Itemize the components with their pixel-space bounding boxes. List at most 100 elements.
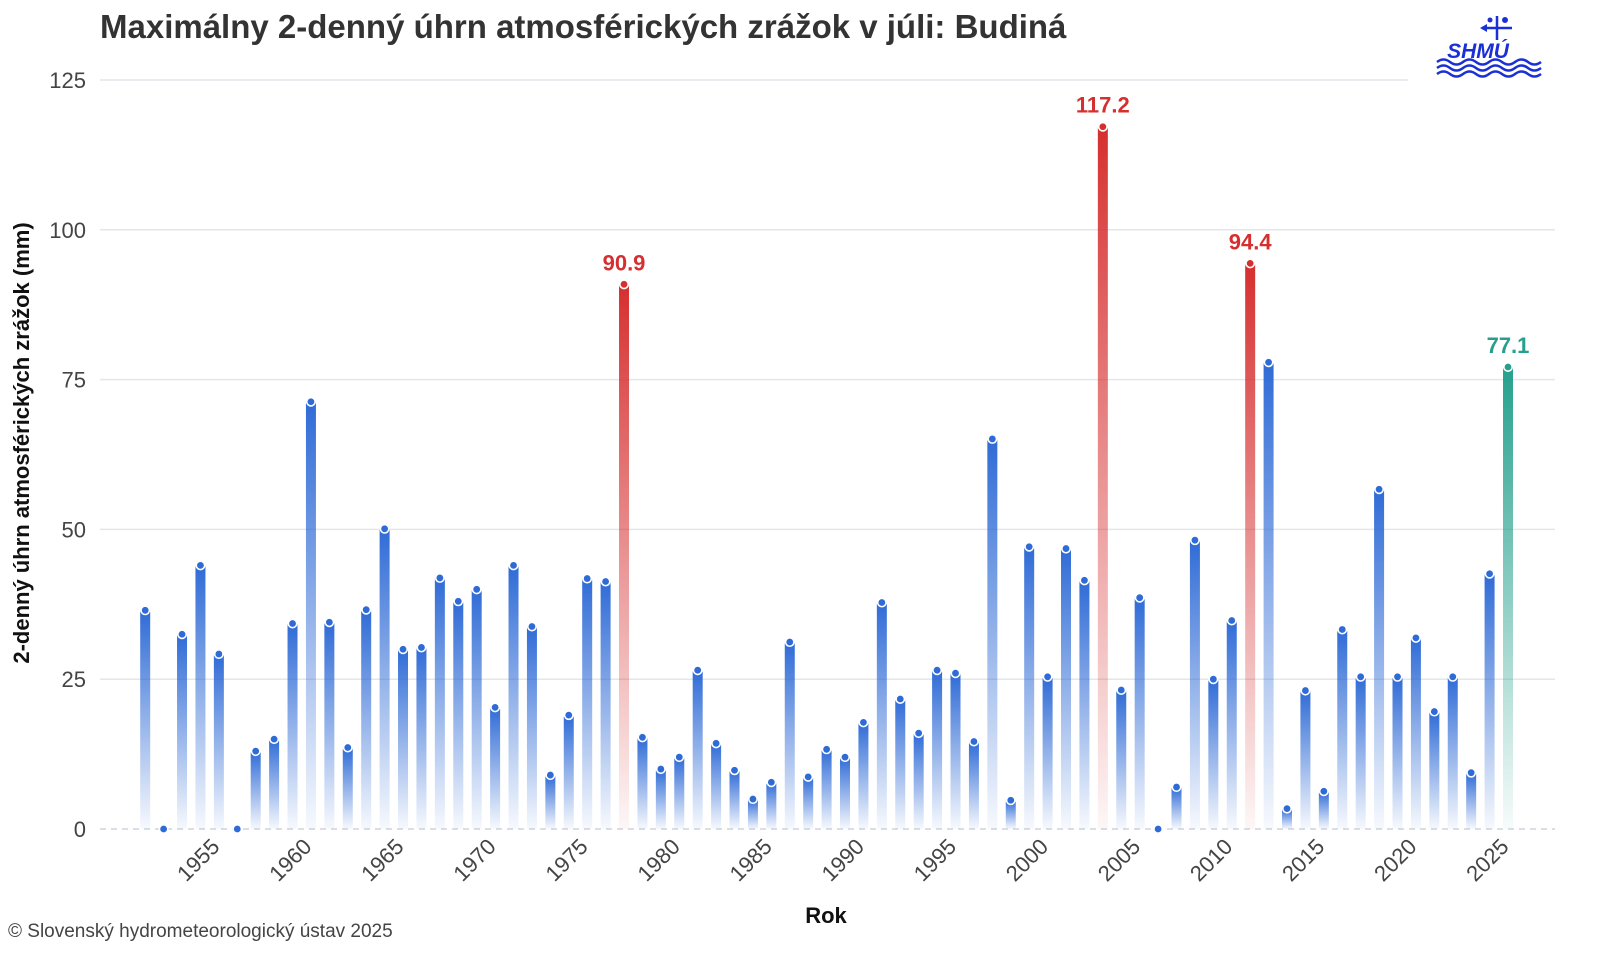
bar <box>508 565 519 829</box>
bar-marker <box>1429 706 1440 717</box>
bar <box>545 775 556 829</box>
bar <box>803 776 814 829</box>
x-tick-label: 2010 <box>1185 834 1237 886</box>
y-tick-label: 125 <box>49 68 86 93</box>
bar <box>655 769 666 829</box>
x-tick-label: 2000 <box>1001 834 1053 886</box>
bar-marker <box>637 732 648 743</box>
bar <box>1282 808 1293 829</box>
bar <box>379 528 390 829</box>
bar <box>950 673 961 829</box>
y-tick-label: 25 <box>62 667 86 692</box>
bar <box>747 799 758 829</box>
bar-marker <box>490 702 501 713</box>
bar <box>361 609 372 829</box>
bar-marker <box>803 771 814 782</box>
bar-marker <box>858 717 869 728</box>
bar <box>1337 629 1348 829</box>
bar <box>729 770 740 829</box>
bar-marker <box>1042 671 1053 682</box>
bar-marker <box>250 746 261 757</box>
bar <box>1134 597 1145 829</box>
bar <box>1374 489 1385 829</box>
bar-marker <box>655 764 666 775</box>
bar-marker <box>342 742 353 753</box>
bar-marker <box>1410 632 1421 643</box>
bar <box>1171 787 1182 829</box>
x-tick-label: 1975 <box>540 834 592 886</box>
bar <box>195 565 206 829</box>
bar <box>140 610 151 829</box>
bar <box>913 733 924 829</box>
bar-marker <box>1300 685 1311 696</box>
bar-marker <box>784 637 795 648</box>
bar <box>269 739 280 829</box>
bar <box>766 782 777 829</box>
bar-marker <box>1263 357 1274 368</box>
bar-marker <box>1503 362 1514 373</box>
y-tick-label: 0 <box>74 817 86 842</box>
bar <box>1245 263 1256 829</box>
bar <box>1447 676 1458 829</box>
bar-marker <box>324 617 335 628</box>
bar <box>895 698 906 829</box>
bar-marker <box>840 752 851 763</box>
bar-marker <box>1024 541 1035 552</box>
bar <box>619 284 630 829</box>
bar-marker <box>1282 803 1293 814</box>
bar <box>1392 676 1403 829</box>
bar-marker <box>305 396 316 407</box>
bar-marker <box>692 665 703 676</box>
x-tick-label: 2025 <box>1461 834 1513 886</box>
bar <box>1226 620 1237 829</box>
bar-marker <box>711 738 722 749</box>
bar-marker <box>674 752 685 763</box>
bar <box>692 670 703 829</box>
bar-marker <box>1208 674 1219 685</box>
bar-marker <box>1116 684 1127 695</box>
bar-marker <box>729 765 740 776</box>
bar-marker <box>434 572 445 583</box>
bar-marker <box>471 584 482 595</box>
bar <box>526 626 537 829</box>
bar <box>1189 540 1200 829</box>
bar-marker <box>563 710 574 721</box>
data-label: 117.2 <box>1076 93 1130 118</box>
bar <box>858 722 869 829</box>
bar <box>250 751 261 829</box>
bar-marker <box>1337 624 1348 635</box>
bar-marker <box>1153 823 1164 834</box>
x-tick-label: 2015 <box>1277 834 1329 886</box>
bar-marker <box>398 644 409 655</box>
bar <box>471 589 482 829</box>
bar-marker <box>416 642 427 653</box>
bar-marker <box>1189 535 1200 546</box>
y-tick-label: 100 <box>49 218 86 243</box>
bar <box>968 741 979 829</box>
bar-marker <box>361 604 372 615</box>
bar-marker <box>508 560 519 571</box>
x-tick-label: 1980 <box>633 834 685 886</box>
x-tick-label: 1985 <box>725 834 777 886</box>
logo-text: SHMÚ <box>1447 39 1510 63</box>
bar-marker <box>177 629 188 640</box>
x-tick-label: 1965 <box>356 834 408 886</box>
bar-marker <box>1005 795 1016 806</box>
bar-marker <box>1061 543 1072 554</box>
bar <box>840 757 851 829</box>
bar <box>1318 791 1329 829</box>
bar <box>1484 573 1495 829</box>
bar <box>674 757 685 829</box>
bar-marker <box>545 770 556 781</box>
bar-marker <box>968 736 979 747</box>
bar <box>1300 690 1311 829</box>
bar <box>1429 711 1440 829</box>
bar <box>213 654 224 829</box>
bar <box>821 749 832 829</box>
bar-marker <box>876 597 887 608</box>
bar <box>932 670 943 829</box>
bar-series <box>140 121 1514 834</box>
bar <box>416 647 427 829</box>
grid-lines <box>100 79 1555 830</box>
